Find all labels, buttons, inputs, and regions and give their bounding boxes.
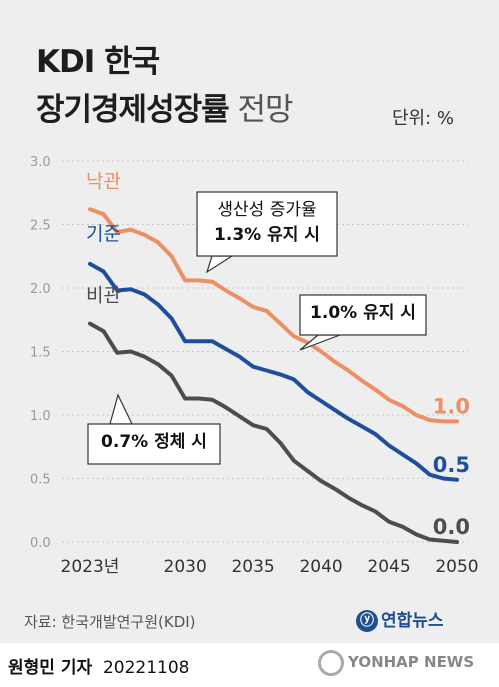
series-name-label: 낙관: [86, 170, 121, 192]
callout-pessimistic-pointer: [109, 393, 133, 425]
title-line2: 장기경제성장률 전망: [36, 84, 294, 129]
callout-baseline-box: [299, 294, 427, 336]
x-tick-label: 2035: [231, 557, 274, 577]
yonhap-logo-icon: ⓨ: [356, 610, 378, 632]
y-tick-label: 2.0: [30, 282, 51, 297]
y-tick-label: 3.0: [30, 155, 51, 170]
title-sub: 전망: [237, 92, 294, 128]
watermark-text: YONHAP NEWS: [348, 653, 475, 671]
series-line-2: [88, 261, 459, 482]
yonhap-ring-icon: [318, 649, 344, 676]
callout-baseline-text: 1.0% 유지 시: [310, 303, 416, 323]
publish-date: 20221108: [102, 658, 190, 678]
source-note: 자료: 한국개발연구원(KDI): [24, 613, 196, 631]
callout-optimistic-box: [196, 191, 338, 257]
series-name-label: 비관: [86, 285, 121, 307]
y-tick-label: 0.0: [30, 536, 51, 551]
credit-line: 원형민 기자 20221108: [8, 653, 189, 678]
unit-label: 단위: %: [392, 108, 455, 129]
x-tick-label: 2050: [435, 557, 478, 577]
title-main: 장기경제성장률: [36, 92, 230, 128]
x-tick-label: 2023년: [61, 557, 120, 577]
callout-optimistic-text: 생산성 증가율: [217, 200, 316, 220]
callout-pessimistic-text: 0.7% 정체 시: [101, 432, 207, 452]
y-tick-label: 1.5: [30, 346, 51, 361]
callout-pessimistic-box: [87, 423, 221, 465]
x-tick-label: 2045: [367, 557, 410, 577]
y-tick-label: 2.5: [30, 219, 51, 234]
end-value-label: 0.5: [433, 453, 470, 477]
title-line1: KDI 한국: [36, 44, 160, 80]
end-value-label: 0.0: [433, 515, 470, 539]
series-line-3: [88, 321, 459, 544]
growth-forecast-line-chart: 0.0 0.5 1.0 1.5 2.0 2.5 3.0 2023년 2030 2035 2040 20…: [30, 155, 479, 577]
x-tick-label: 2040: [299, 557, 342, 577]
series-line-1: [88, 207, 459, 424]
reporter: 원형민 기자: [8, 658, 93, 678]
x-tick-label: 2030: [164, 557, 207, 577]
y-tick-label: 0.5: [30, 473, 51, 488]
end-value-label: 1.0: [433, 394, 470, 418]
y-tick-label: 1.0: [30, 409, 51, 424]
callout-optimistic-text: 1.3% 유지 시: [214, 225, 320, 245]
series-name-label: 기준: [86, 223, 121, 245]
brand-name: 연합뉴스: [381, 611, 444, 631]
callout-optimistic-pointer: [205, 255, 235, 274]
watermark: YONHAP NEWS: [318, 646, 493, 678]
yonhap-brand: ⓨ 연합뉴스: [356, 606, 444, 632]
